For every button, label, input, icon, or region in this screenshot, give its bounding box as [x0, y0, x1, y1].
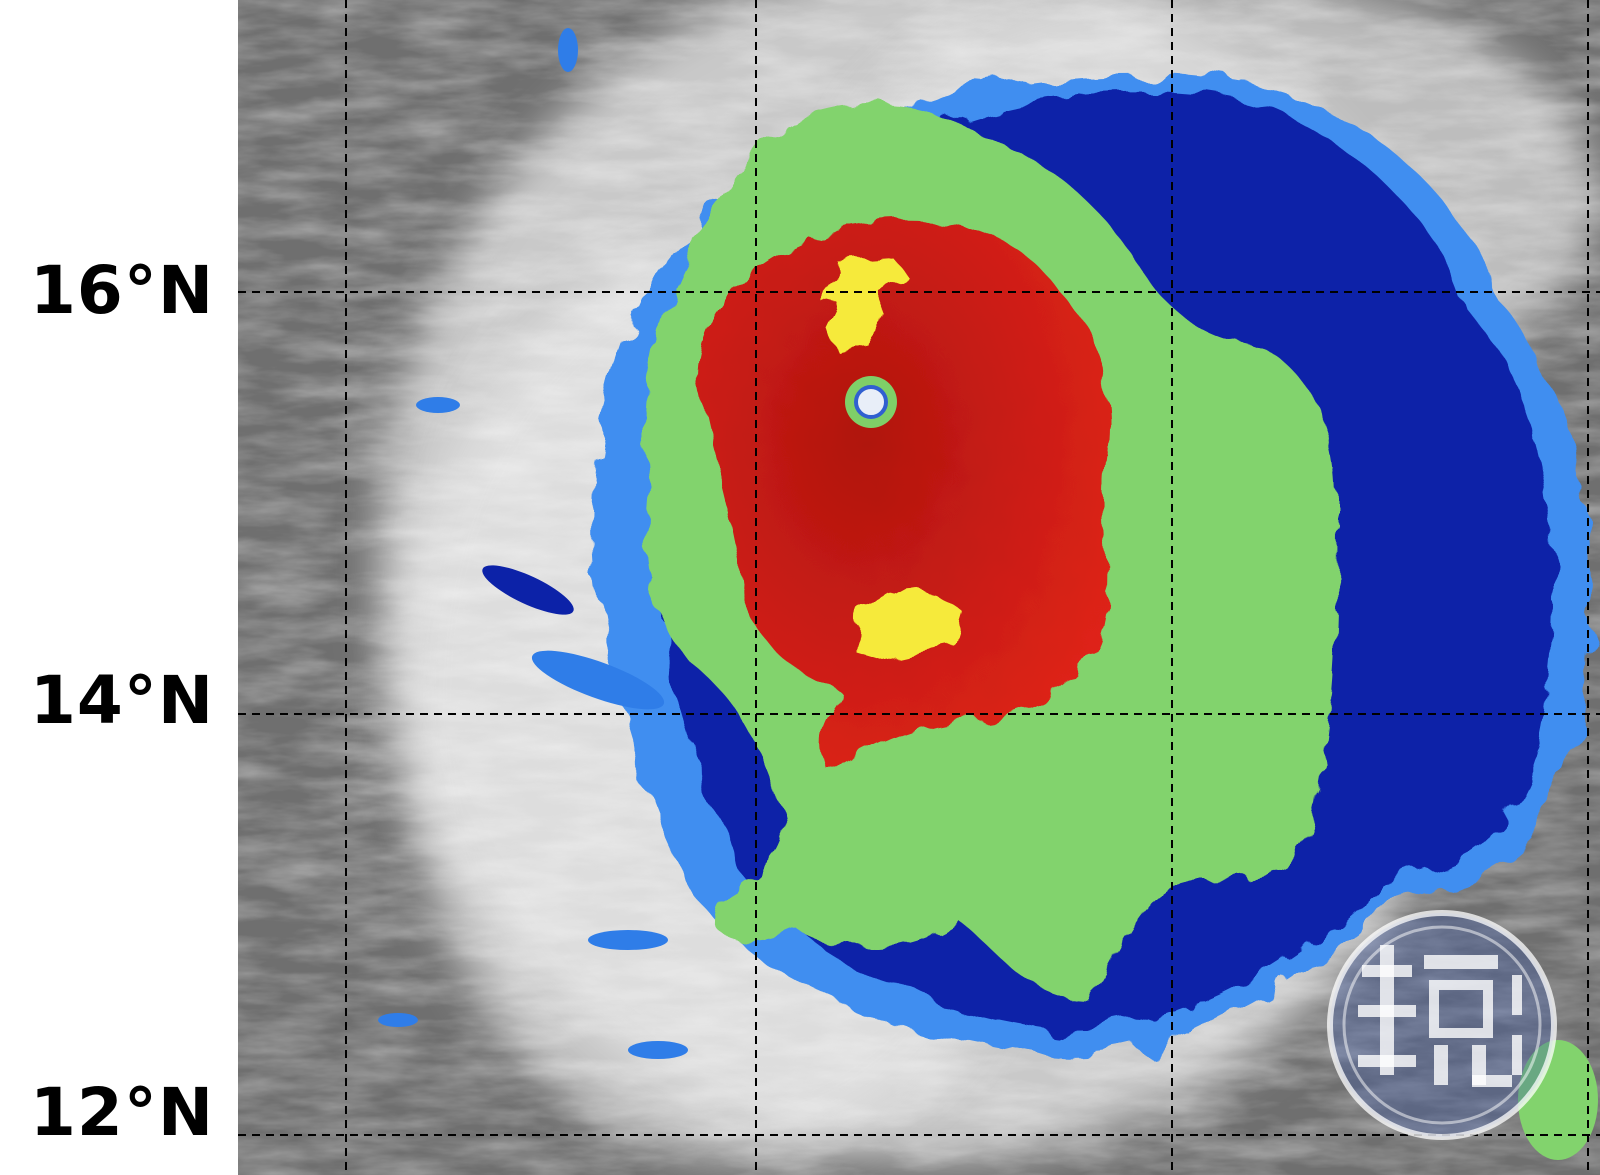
scattered-cold-cells	[378, 28, 1598, 1160]
lat-label-12n: 12°N	[30, 1074, 215, 1151]
graticule	[238, 0, 1600, 1175]
satellite-image	[238, 0, 1600, 1175]
hurricane-eye	[854, 385, 888, 419]
lat-label-14n: 14°N	[30, 662, 215, 739]
lat-label-16n: 16°N	[30, 252, 215, 329]
coldest-top-yellow-north	[820, 258, 906, 352]
mirror-media-logo-icon	[1327, 910, 1557, 1140]
deep-convection-red	[698, 220, 1111, 770]
coldest-top-yellow-south	[856, 585, 963, 660]
